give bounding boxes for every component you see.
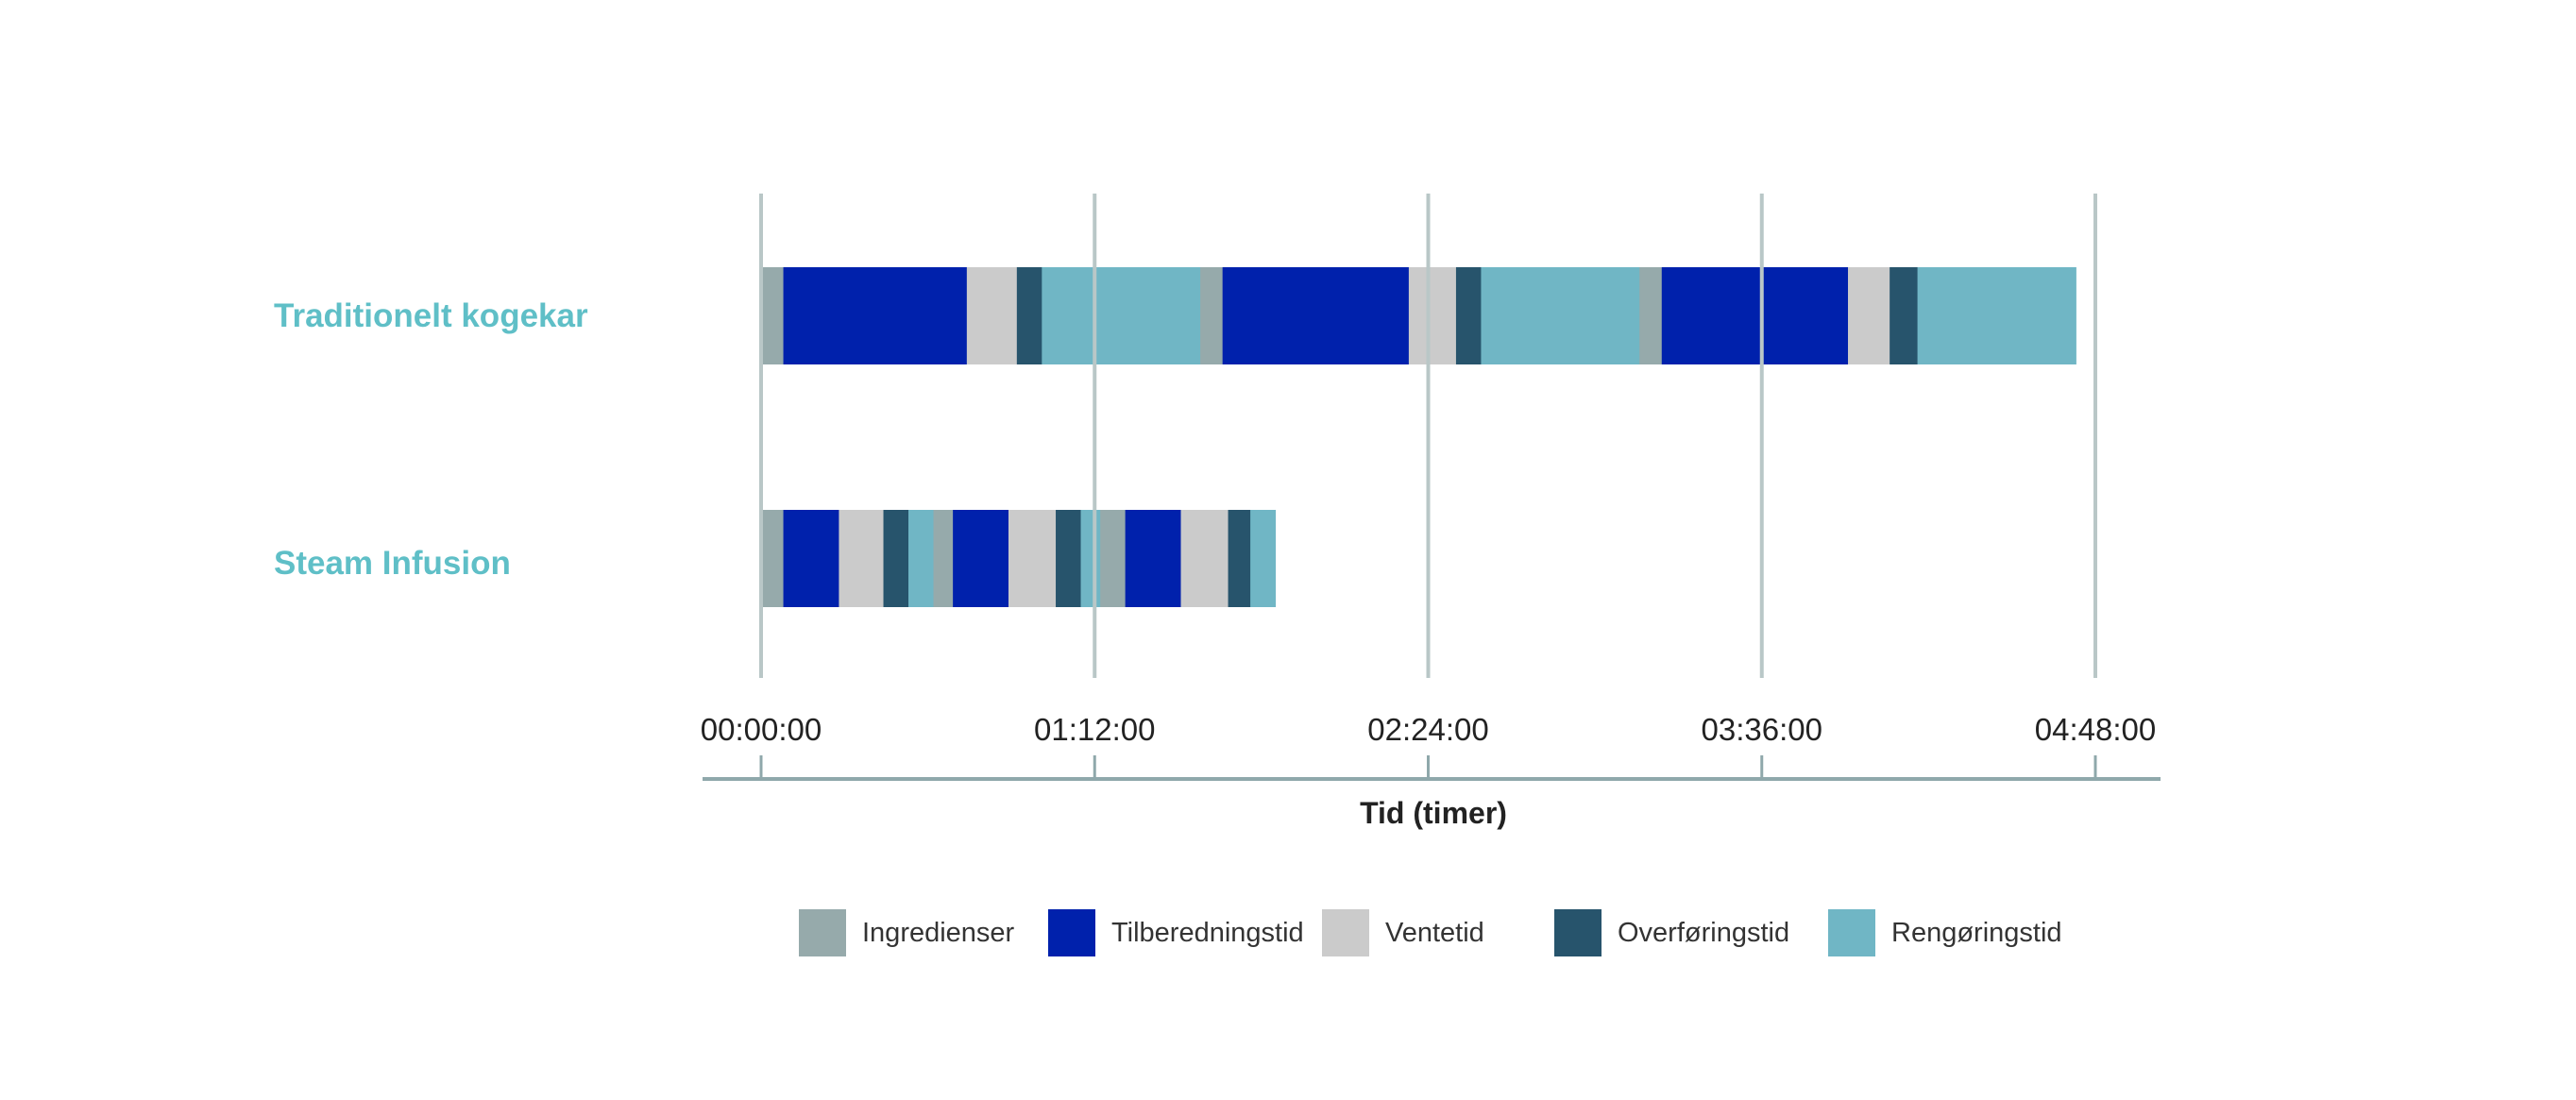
bar-segment-ing [1639,267,1663,364]
x-tick-label: 03:36:00 [1701,712,1822,747]
legend-item-rengoringstid: Rengøringstid [1828,909,2062,956]
legend-item-tilberedningstid: Tilberedningstid [1048,909,1304,956]
x-tick-label: 00:00:00 [700,712,822,747]
row-label-traditionelt-kogekar: Traditionelt kogekar [274,297,588,334]
bar-segment-cook [1125,510,1182,607]
bar-segment-wait [1408,267,1457,364]
bar-segment-transfer [883,510,909,607]
bar-segment-clean [1042,267,1201,364]
bar-segment-cook [783,267,968,364]
legend: Ingredienser Tilberedningstid Ventetid O… [0,909,2576,956]
legend-label-overforingstid: Overføringstid [1618,917,1790,948]
legend-swatch-ventetid [1322,909,1369,956]
legend-swatch-ingredienser [799,909,846,956]
bar-segment-ing [761,510,785,607]
legend-label-ventetid: Ventetid [1385,917,1484,948]
bar-segment-cook [953,510,1009,607]
legend-label-tilberedningstid: Tilberedningstid [1111,917,1304,948]
bar-segment-clean [908,510,935,607]
bar-segment-cook [1222,267,1410,364]
bar-segment-clean [1481,267,1640,364]
bar-segment-ing [761,267,785,364]
bar-segment-ing [1200,267,1224,364]
legend-item-overforingstid: Overføringstid [1554,909,1789,956]
x-tick-label: 02:24:00 [1367,712,1489,747]
x-axis-title: Tid (timer) [1360,796,1507,830]
bar-segment-clean [1917,267,2076,364]
legend-swatch-rengoringstid [1828,909,1875,956]
bar-segment-clean [1080,510,1101,607]
x-tick-label: 04:48:00 [2034,712,2157,747]
legend-label-ingredienser: Ingredienser [862,917,1015,948]
legend-item-ventetid: Ventetid [1322,909,1484,956]
bar-segment-cook [783,510,839,607]
bar-segment-wait [1180,510,1229,607]
bar-segment-wait [966,267,1018,364]
bar-segment-cook [1661,267,1849,364]
legend-label-rengoringstid: Rengøringstid [1891,917,2062,948]
bar-segment-transfer [1890,267,1919,364]
bar-segment-transfer [1056,510,1082,607]
bar-segment-wait [1848,267,1890,364]
row-label-steam-infusion: Steam Infusion [274,545,511,582]
bar-segment-wait [839,510,885,607]
bar-segment-ing [1100,510,1127,607]
legend-item-ingredienser: Ingredienser [799,909,1014,956]
bar-segment-wait [1008,510,1057,607]
bar-segment-transfer [1455,267,1482,364]
legend-swatch-tilberedningstid [1048,909,1095,956]
bar-segment-clean [1250,510,1277,607]
bar-segment-ing [933,510,954,607]
bar-segment-transfer [1228,510,1251,607]
bar-segment-transfer [1016,267,1042,364]
x-tick-label: 01:12:00 [1034,712,1156,747]
legend-swatch-overforingstid [1554,909,1602,956]
